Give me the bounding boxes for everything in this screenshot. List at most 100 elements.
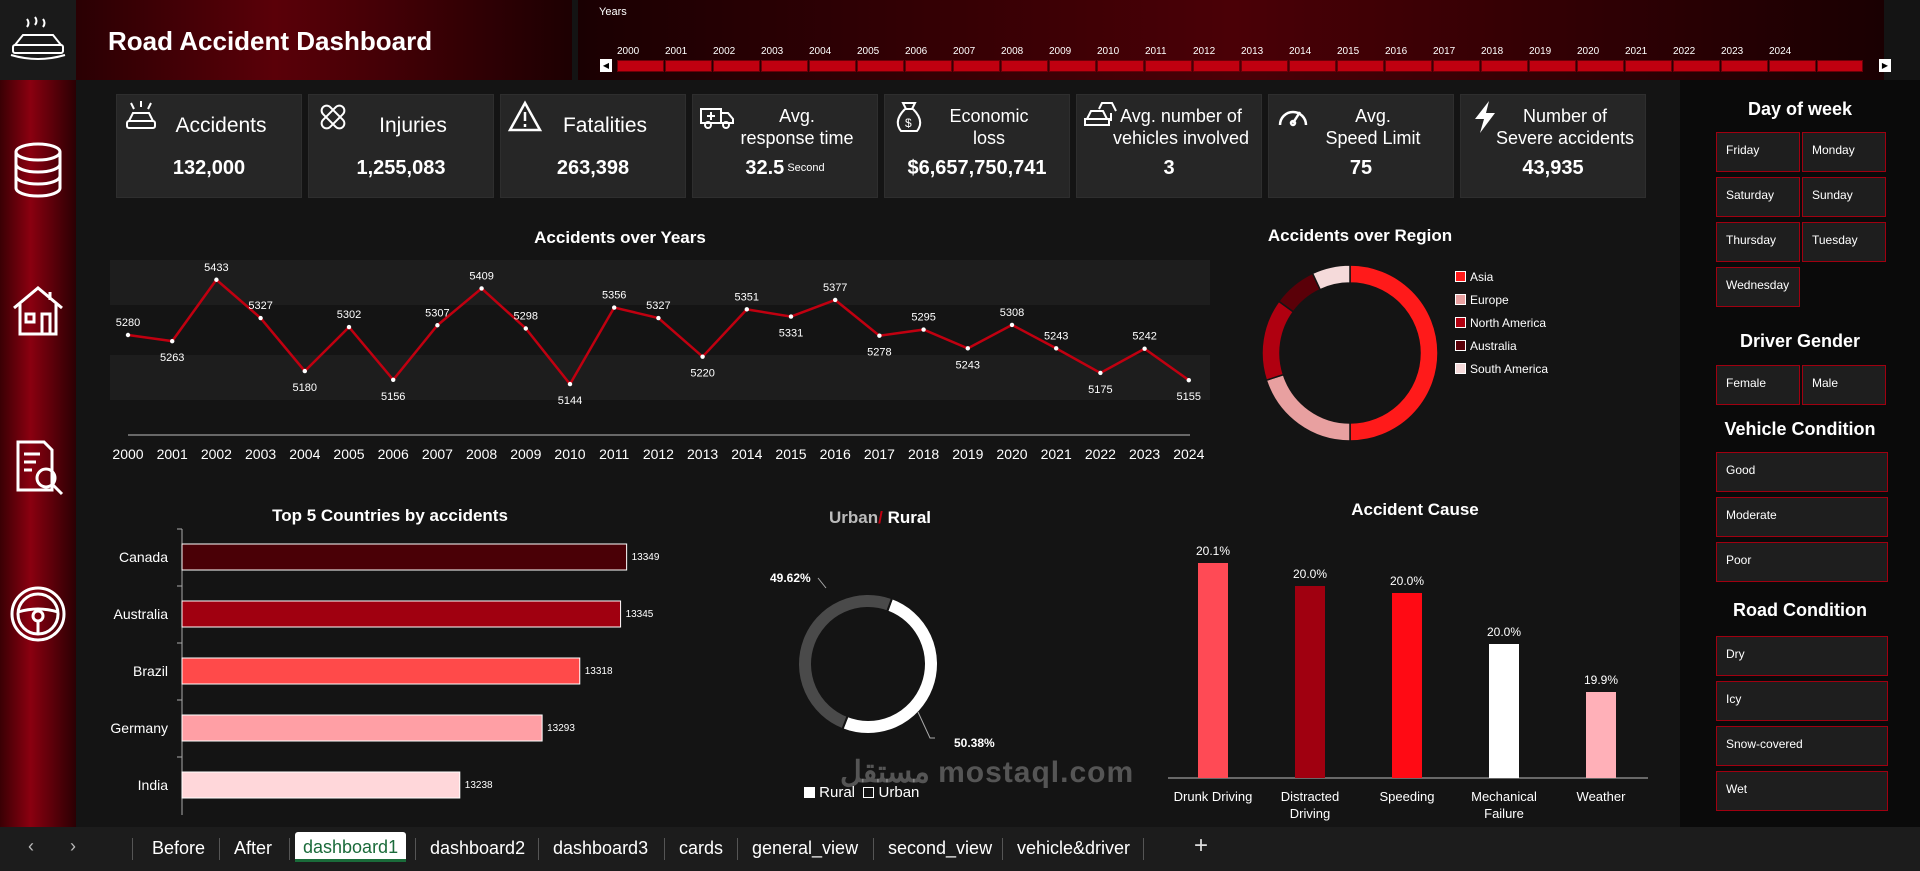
slicer-item-female[interactable]: Female (1716, 365, 1800, 405)
kpi-label: Avg. number of vehicles involved (1112, 106, 1250, 148)
timeline-year-cell[interactable] (713, 60, 760, 72)
kpi-value: 3 (1163, 157, 1175, 179)
timeline-year-cell[interactable] (1145, 60, 1192, 72)
slicer-item-sunday[interactable]: Sunday (1802, 177, 1886, 217)
timeline-year-cell[interactable] (1289, 60, 1336, 72)
timeline-year-cell[interactable] (1097, 60, 1144, 72)
x-tick-label: 2008 (466, 446, 497, 462)
data-point (346, 324, 352, 330)
timeline-year-cell[interactable] (1241, 60, 1288, 72)
data-label: 13293 (547, 723, 575, 734)
slicer-item-saturday[interactable]: Saturday (1716, 177, 1800, 217)
timeline-year-cell[interactable] (1769, 60, 1816, 72)
data-label: 5308 (1000, 307, 1024, 319)
timeline-right-arrow-icon[interactable]: ▶ (1879, 59, 1891, 72)
slicer-item-wednesday[interactable]: Wednesday (1716, 267, 1800, 307)
timeline-year-cell[interactable] (1049, 60, 1096, 72)
cause-bar (1586, 692, 1616, 778)
data-point (965, 346, 970, 351)
timeline-year-cell[interactable] (1337, 60, 1384, 72)
slicer-item-thursday[interactable]: Thursday (1716, 222, 1800, 262)
tab-cards[interactable]: cards (679, 838, 724, 858)
accident-cause-bar-chart: 20.1% Drunk Driving 20.0% Distracted Driving… (1168, 544, 1648, 821)
timeline-year-cell[interactable] (809, 60, 856, 72)
timeline-left-arrow-icon[interactable]: ◀ (600, 59, 612, 72)
data-point (214, 277, 219, 282)
data-point (1186, 377, 1192, 383)
country-bar (181, 771, 461, 799)
tab-separator (132, 838, 133, 860)
tab-dashboard1[interactable]: dashboard1 (295, 832, 407, 862)
timeline-year-cell[interactable] (905, 60, 952, 72)
tab-general-view[interactable]: general_view (752, 838, 859, 858)
tab-second-view[interactable]: second_view (888, 838, 993, 858)
slicer-item-monday[interactable]: Monday (1802, 132, 1886, 172)
data-point (302, 368, 307, 374)
slicer-item-poor[interactable]: Poor (1716, 542, 1888, 582)
slicer-item-moderate[interactable]: Moderate (1716, 497, 1888, 537)
region-legend-item: South America (1455, 357, 1548, 380)
legend-swatch (1455, 340, 1466, 351)
data-label: 5302 (337, 309, 361, 321)
timeline-year-cell[interactable] (1001, 60, 1048, 72)
timeline-year-cell[interactable] (1433, 60, 1480, 72)
data-label: 5175 (1088, 384, 1112, 396)
slicer-item-friday[interactable]: Friday (1716, 132, 1800, 172)
report-search-icon[interactable] (8, 438, 68, 498)
line-chart-title: Accidents over Years (534, 228, 706, 247)
tab-before[interactable]: Before (152, 838, 206, 858)
timeline-year-cell[interactable] (857, 60, 904, 72)
slicer-item-icy[interactable]: Icy (1716, 681, 1888, 721)
slicer-item-dry[interactable]: Dry (1716, 636, 1888, 676)
x-tick-label: 2012 (643, 446, 674, 462)
timeline-year-cell[interactable] (617, 60, 664, 72)
kpi-card-avg-number-of: Avg. number of vehicles involved 3 (1076, 94, 1262, 198)
slicer-item-male[interactable]: Male (1802, 365, 1886, 405)
cause-bar (1392, 593, 1422, 778)
tab-next-icon[interactable]: › (70, 836, 76, 856)
timeline-year-cell[interactable] (1817, 60, 1863, 72)
x-tick-label: 2011 (599, 446, 629, 462)
timeline-year-label: 2013 (1241, 46, 1264, 57)
tab-dashboard2[interactable]: dashboard2 (430, 838, 526, 858)
slicer-item-snow-covered[interactable]: Snow-covered (1716, 726, 1888, 766)
kpi-card-avg: Avg. Speed Limit 75 (1268, 94, 1454, 198)
data-label: 5295 (911, 312, 935, 324)
timeline-year-cell[interactable] (1193, 60, 1240, 72)
country-bar (181, 657, 581, 685)
timeline-year-cell[interactable] (761, 60, 808, 72)
left-sidebar (0, 0, 76, 827)
timeline-year-cell[interactable] (1481, 60, 1528, 72)
slicer-item-wet[interactable]: Wet (1716, 771, 1888, 811)
steering-wheel-icon[interactable] (8, 584, 68, 644)
timeline-year-label: 2001 (665, 46, 688, 57)
timeline-year-cell[interactable] (1577, 60, 1624, 72)
kpi-card-accidents: Accidents 132,000 (116, 94, 302, 198)
y-tick-label: Germany (110, 720, 168, 736)
data-label: 20.0% (1487, 625, 1521, 639)
timeline-year-cell[interactable] (1625, 60, 1672, 72)
slicer-item-good[interactable]: Good (1716, 452, 1888, 492)
slicer-item-tuesday[interactable]: Tuesday (1802, 222, 1886, 262)
data-point (700, 354, 705, 359)
data-point (170, 338, 175, 344)
timeline-year-cell[interactable] (665, 60, 712, 72)
tab-prev-icon[interactable]: ‹ (28, 836, 34, 856)
timeline-year-cell[interactable] (953, 60, 1000, 72)
home-icon[interactable] (8, 280, 68, 340)
urban-rural-slice (841, 596, 939, 735)
add-sheet-icon[interactable]: + (1194, 832, 1209, 859)
timeline-year-cell[interactable] (1673, 60, 1720, 72)
tab-dashboard3[interactable]: dashboard3 (553, 838, 649, 858)
tab-after[interactable]: After (234, 838, 273, 858)
data-label: 5327 (646, 300, 670, 312)
data-label: 5351 (735, 291, 759, 303)
cause-chart-title: Accident Cause (1351, 500, 1479, 519)
kpi-label: Fatalities (562, 114, 648, 137)
timeline-year-cell[interactable] (1529, 60, 1576, 72)
timeline-year-label: 2017 (1433, 46, 1456, 57)
timeline-year-cell[interactable] (1721, 60, 1768, 72)
timeline-year-cell[interactable] (1385, 60, 1432, 72)
tab-vehicle-driver[interactable]: vehicle&driver (1017, 838, 1131, 858)
database-icon[interactable] (8, 140, 68, 200)
